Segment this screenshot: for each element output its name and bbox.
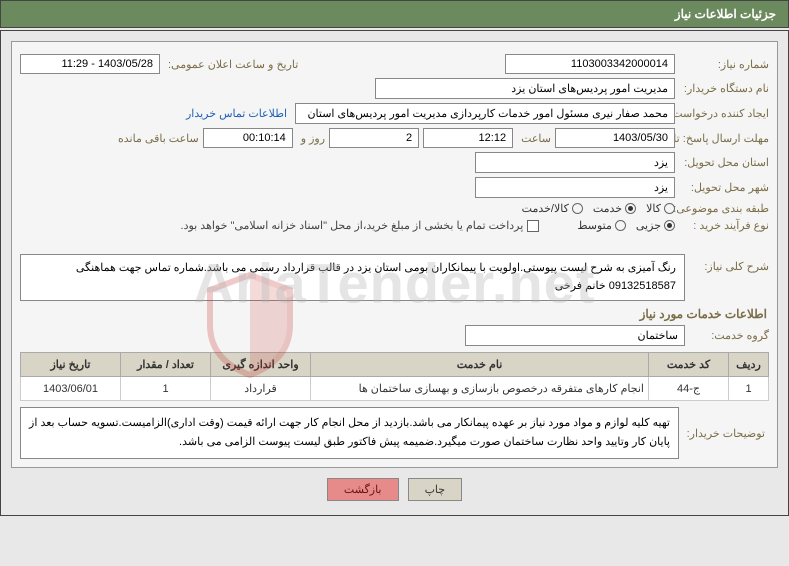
page-title-bar: جزئیات اطلاعات نیاز	[0, 0, 789, 28]
main-panel: شماره نیاز: 1103003342000014 تاریخ و ساع…	[0, 30, 789, 516]
content-box: شماره نیاز: 1103003342000014 تاریخ و ساع…	[11, 41, 778, 468]
radio-icon	[664, 203, 675, 214]
radio-kala-label: کالا	[646, 202, 661, 215]
radio-kala-khedmat-label: کالا/خدمت	[522, 202, 569, 215]
th-code: کد خدمت	[649, 353, 729, 377]
deadline-date-value: 1403/05/30	[555, 128, 675, 148]
announce-value: 1403/05/28 - 11:29	[20, 54, 160, 74]
cell-date: 1403/06/01	[21, 377, 121, 401]
radio-khedmat[interactable]: خدمت	[593, 202, 636, 215]
service-group-label: گروه خدمت:	[689, 329, 769, 342]
announce-label: تاریخ و ساعت اعلان عمومی:	[164, 58, 298, 71]
category-radio-group: کالا خدمت کالا/خدمت	[522, 202, 675, 215]
hours-remaining-value: 00:10:14	[203, 128, 293, 148]
print-button[interactable]: چاپ	[408, 478, 463, 501]
cell-row: 1	[729, 377, 769, 401]
radio-icon	[615, 220, 626, 231]
payment-checkbox[interactable]	[527, 220, 539, 232]
service-group-value: ساختمان	[465, 325, 685, 346]
radio-motavaset[interactable]: متوسط	[577, 219, 626, 232]
page-title: جزئیات اطلاعات نیاز	[675, 7, 776, 21]
radio-icon	[572, 203, 583, 214]
requester-value: محمد صفار نیری مسئول امور خدمات کارپرداز…	[295, 103, 675, 124]
cell-qty: 1	[121, 377, 211, 401]
th-date: تاریخ نیاز	[21, 353, 121, 377]
table-row: 1 ج-44 انجام کارهای متفرقه درخصوص بازساز…	[21, 377, 769, 401]
radio-kala[interactable]: کالا	[646, 202, 675, 215]
radio-kala-khedmat[interactable]: کالا/خدمت	[522, 202, 583, 215]
radio-jozi-label: جزیی	[636, 219, 661, 232]
th-unit: واحد اندازه گیری	[211, 353, 311, 377]
city-value: یزد	[475, 177, 675, 198]
province-label: استان محل تحویل:	[679, 156, 769, 169]
general-desc-value: رنگ آمیزی به شرح لیست پیوستی.اولویت با پ…	[20, 254, 685, 301]
services-table: ردیف کد خدمت نام خدمت واحد اندازه گیری ت…	[20, 352, 769, 401]
buyer-notes-value: تهیه کلیه لوازم و مواد مورد نیاز بر عهده…	[20, 407, 679, 458]
back-button[interactable]: بازگشت	[327, 478, 399, 501]
button-row: چاپ بازگشت	[11, 468, 778, 505]
radio-icon	[664, 220, 675, 231]
need-number-label: شماره نیاز:	[679, 58, 769, 71]
cell-name: انجام کارهای متفرقه درخصوص بازسازی و بهس…	[311, 377, 649, 401]
process-radio-group: جزیی متوسط	[577, 219, 675, 232]
th-row: ردیف	[729, 353, 769, 377]
th-qty: تعداد / مقدار	[121, 353, 211, 377]
radio-icon	[625, 203, 636, 214]
deadline-label: مهلت ارسال پاسخ: تا تاریخ:	[679, 132, 769, 145]
cell-code: ج-44	[649, 377, 729, 401]
process-label: نوع فرآیند خرید :	[679, 219, 769, 232]
buyer-notes-label: توضیحات خریدار:	[679, 407, 769, 440]
radio-motavaset-label: متوسط	[577, 219, 612, 232]
need-number-value: 1103003342000014	[505, 54, 675, 74]
city-label: شهر محل تحویل:	[679, 181, 769, 194]
radio-jozi[interactable]: جزیی	[636, 219, 675, 232]
hours-suffix: ساعت باقی مانده	[114, 132, 199, 145]
buyer-org-label: نام دستگاه خریدار:	[679, 82, 769, 95]
radio-khedmat-label: خدمت	[593, 202, 622, 215]
services-section-title: اطلاعات خدمات مورد نیاز	[22, 307, 767, 321]
province-value: یزد	[475, 152, 675, 173]
time-label: ساعت	[517, 132, 551, 145]
category-label: طبقه بندی موضوعی:	[679, 202, 769, 215]
days-suffix: روز و	[297, 132, 325, 145]
buyer-contact-link[interactable]: اطلاعات تماس خریدار	[182, 107, 291, 120]
deadline-time-value: 12:12	[423, 128, 513, 148]
th-name: نام خدمت	[311, 353, 649, 377]
payment-note: پرداخت تمام یا بخشی از مبلغ خرید،از محل …	[181, 219, 524, 232]
requester-label: ایجاد کننده درخواست:	[679, 107, 769, 120]
days-remaining-value: 2	[329, 128, 419, 148]
cell-unit: قرارداد	[211, 377, 311, 401]
buyer-org-value: مدیریت امور پردیس‌های استان یزد	[375, 78, 675, 99]
general-desc-label: شرح کلی نیاز:	[689, 254, 769, 273]
